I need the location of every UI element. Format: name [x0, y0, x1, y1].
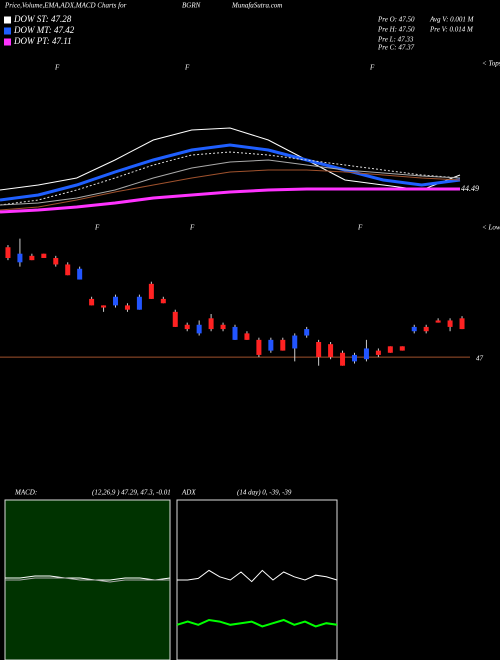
info: Pre L: 47.33: [377, 36, 414, 44]
series-line: [176, 618, 338, 628]
candle-body: [136, 296, 142, 310]
info: Avg V: 0.001 M: [429, 16, 475, 24]
series-line: [0, 159, 461, 206]
panel: [176, 499, 338, 660]
candle-body: [65, 264, 71, 276]
series-line: [177, 569, 338, 583]
candle-body: [124, 305, 130, 310]
candle-body: [459, 318, 465, 330]
legend-label: DOW MT: 47.42: [13, 25, 75, 35]
candle-body: [399, 346, 405, 351]
candle-body: [363, 348, 369, 360]
series-line: [0, 127, 461, 191]
candle-body: [351, 354, 357, 362]
legend-swatch: [4, 38, 11, 46]
candle-body: [29, 255, 35, 261]
candle-body: [435, 320, 441, 323]
candle-body: [89, 298, 95, 306]
legend-label: DOW PT: 47.11: [13, 36, 72, 46]
candle-body: [77, 268, 83, 280]
info: Pre O: 47.50: [377, 16, 415, 24]
candle-body: [375, 350, 381, 355]
header-title: Price,Volume,EMA,ADX,MACD Charts for: [4, 2, 127, 10]
candle-body: [172, 311, 178, 327]
info: Pre V: 0.014 M: [429, 26, 474, 34]
adx-subtitle: (14 day) 0, -39, -39: [237, 489, 292, 497]
legend-swatch: [4, 27, 11, 35]
candle-body: [148, 283, 154, 299]
series-line: [0, 187, 460, 214]
candle-body: [5, 247, 11, 258]
info: Pre C: 47.37: [377, 44, 415, 52]
series-line: [0, 169, 461, 211]
candle-body: [280, 339, 286, 351]
top-mark: F: [184, 64, 190, 72]
candle-body: [328, 344, 334, 358]
candle-body: [160, 298, 166, 304]
candle-body: [316, 342, 322, 358]
candle-body: [411, 326, 417, 332]
candle-body: [113, 296, 119, 306]
series-line: [5, 575, 171, 581]
series-line: [5, 577, 170, 583]
candle-body: [268, 339, 274, 351]
top-mark: F: [54, 64, 60, 72]
top-mark: F: [369, 64, 375, 72]
tops-note: < Tops: [482, 60, 500, 68]
macd-title: MACD:: [14, 489, 37, 497]
candle-body: [292, 335, 298, 349]
header-symbol: BGRN: [182, 2, 201, 10]
candle-body: [244, 333, 250, 340]
candle-body: [256, 339, 262, 355]
series-line: [0, 143, 461, 202]
candle-body: [41, 253, 47, 258]
candle-body: [184, 324, 190, 330]
candle-body: [340, 352, 346, 366]
lows-note: < Lows: [482, 224, 500, 232]
reference-label: 47: [476, 355, 484, 363]
info: Pre H: 47.50: [377, 26, 415, 34]
adx-title: ADX: [181, 489, 196, 497]
bottom-mark: F: [357, 224, 363, 232]
candle-body: [387, 346, 393, 353]
candle-body: [220, 324, 226, 330]
candle-body: [53, 258, 59, 265]
macd-subtitle: (12,26,9 ) 47.29, 47.3, -0.01: [92, 489, 171, 497]
legend-label: DOW ST: 47.28: [13, 14, 72, 24]
legend-swatch: [4, 16, 11, 24]
last-label: 44.49: [461, 184, 479, 193]
candle-body: [423, 326, 429, 332]
candle-body: [208, 318, 214, 330]
series-line: [0, 151, 461, 206]
candle-body: [101, 305, 107, 308]
bottom-mark: F: [94, 224, 100, 232]
candle-body: [196, 324, 202, 334]
candle-body: [17, 253, 23, 263]
candle-body: [304, 329, 310, 336]
candle-body: [447, 320, 453, 327]
candle-body: [232, 326, 238, 340]
bottom-mark: F: [189, 224, 195, 232]
header-site: MunafaSutra.com: [231, 2, 282, 10]
